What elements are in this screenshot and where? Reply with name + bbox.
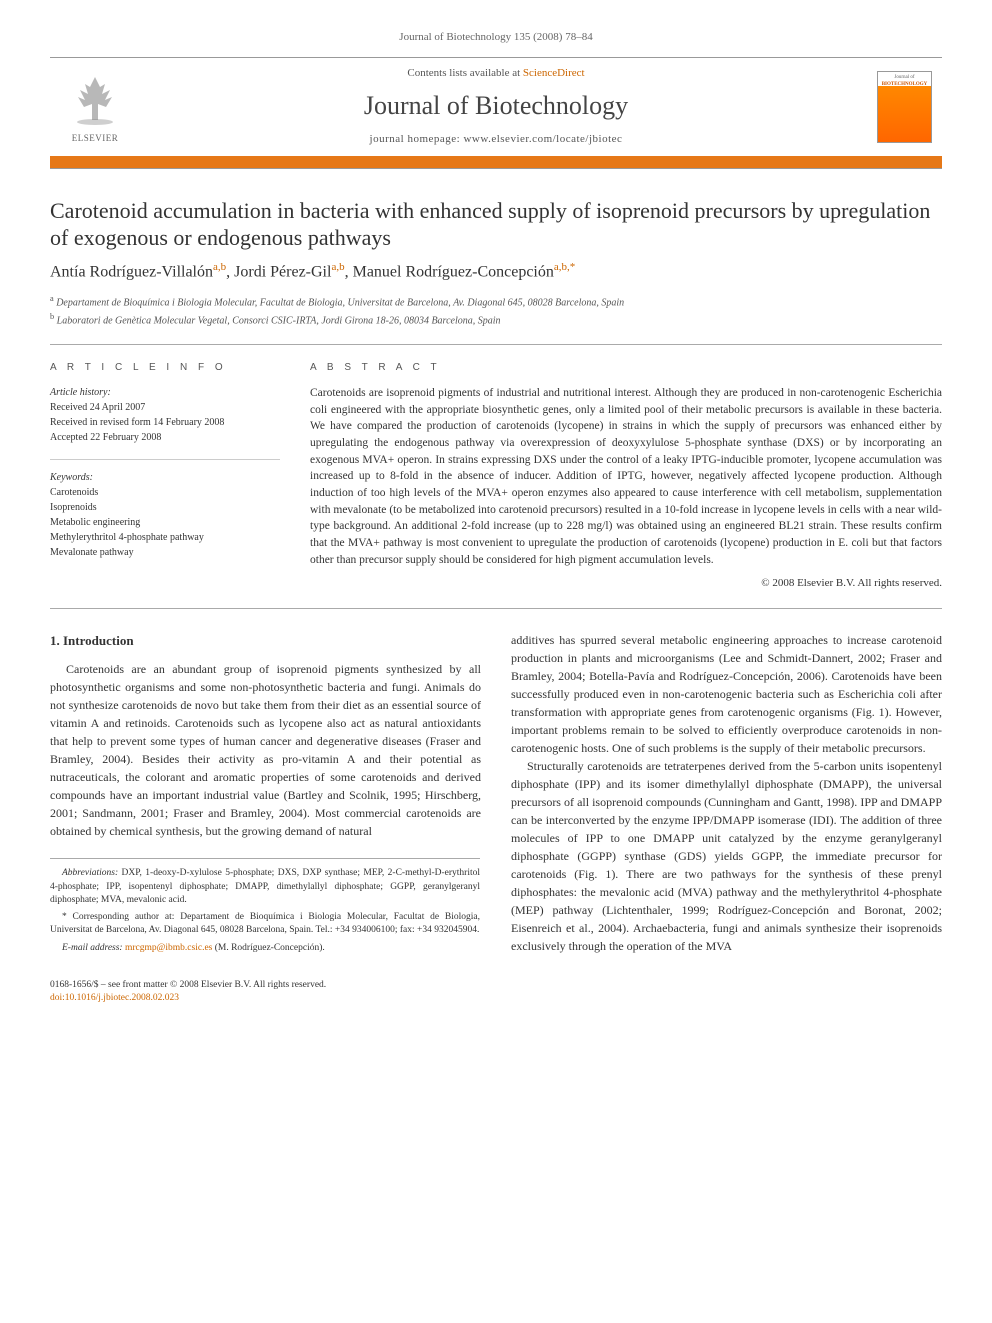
contents-label: Contents lists available at — [407, 67, 520, 79]
history-label: Article history: — [50, 385, 280, 400]
author-3-name: Manuel Rodríguez-Concepción — [353, 263, 554, 280]
abbrev-label: Abbreviations: — [62, 868, 118, 878]
keyword-4: Methylerythritol 4-phosphate pathway — [50, 530, 280, 545]
author-2-name: Jordi Pérez-Gil — [234, 263, 331, 280]
author-list: Antía Rodríguez-Villalóna,b, Jordi Pérez… — [50, 260, 942, 284]
journal-cover-thumbnail: Journal of BIOTECHNOLOGY — [877, 71, 932, 143]
homepage-label: journal homepage: — [370, 133, 461, 145]
journal-homepage-line: journal homepage: www.elsevier.com/locat… — [130, 132, 862, 147]
journal-name: Journal of Biotechnology — [130, 88, 862, 124]
footer-meta: 0168-1656/$ – see front matter © 2008 El… — [50, 979, 942, 1006]
abstract-header: A B S T R A C T — [310, 361, 942, 375]
section-heading-1: 1. Introduction — [50, 631, 481, 651]
body-columns: 1. Introduction Carotenoids are an abund… — [50, 631, 942, 959]
abstract-column: A B S T R A C T Carotenoids are isopreno… — [310, 361, 942, 592]
keyword-1: Carotenoids — [50, 485, 280, 500]
elsevier-tree-icon — [68, 70, 123, 130]
author-3-affil: a,b,* — [554, 261, 575, 273]
publisher-name: ELSEVIER — [72, 132, 119, 145]
article-info-column: A R T I C L E I N F O Article history: R… — [50, 361, 280, 592]
affiliations: a Departament de Bioquímica i Biologia M… — [50, 293, 942, 328]
right-column: additives has spurred several metabolic … — [511, 631, 942, 959]
divider-bottom — [50, 608, 942, 609]
corr-email[interactable]: mrcgmp@ibmb.csic.es — [125, 943, 212, 953]
right-para-2: Structurally carotenoids are tetraterpen… — [511, 757, 942, 955]
affil-a: Departament de Bioquímica i Biologia Mol… — [56, 298, 624, 309]
keyword-5: Mevalonate pathway — [50, 545, 280, 560]
keyword-3: Metabolic engineering — [50, 515, 280, 530]
revised-date: Received in revised form 14 February 200… — [50, 415, 280, 430]
email-suffix: (M. Rodríguez-Concepción). — [215, 943, 325, 953]
corr-label: * Corresponding author at: — [62, 912, 174, 922]
author-1-affil: a,b — [213, 261, 226, 273]
info-divider — [50, 459, 280, 460]
keyword-2: Isoprenoids — [50, 500, 280, 515]
running-header: Journal of Biotechnology 135 (2008) 78–8… — [50, 30, 942, 45]
divider-top — [50, 344, 942, 345]
accent-bar — [50, 156, 942, 168]
author-1-name: Antía Rodríguez-Villalón — [50, 263, 213, 280]
cover-title: BIOTECHNOLOGY — [882, 81, 928, 88]
abstract-text: Carotenoids are isoprenoid pigments of i… — [310, 385, 942, 568]
publisher-block: ELSEVIER — [60, 70, 130, 145]
intro-para-1: Carotenoids are an abundant group of iso… — [50, 660, 481, 840]
article-title: Carotenoid accumulation in bacteria with… — [50, 197, 942, 252]
abstract-copyright: © 2008 Elsevier B.V. All rights reserved… — [310, 576, 942, 591]
contents-available-line: Contents lists available at ScienceDirec… — [130, 66, 862, 81]
email-label: E-mail address: — [62, 943, 123, 953]
homepage-url[interactable]: www.elsevier.com/locate/jbiotec — [463, 133, 622, 145]
author-2-affil: a,b — [331, 261, 344, 273]
received-date: Received 24 April 2007 — [50, 400, 280, 415]
affil-b: Laboratori de Genètica Molecular Vegetal… — [57, 315, 501, 326]
front-matter-line: 0168-1656/$ – see front matter © 2008 El… — [50, 979, 942, 992]
article-info-header: A R T I C L E I N F O — [50, 361, 280, 375]
right-para-1: additives has spurred several metabolic … — [511, 631, 942, 757]
keywords-label: Keywords: — [50, 470, 280, 485]
left-column: 1. Introduction Carotenoids are an abund… — [50, 631, 481, 959]
masthead: ELSEVIER Contents lists available at Sci… — [50, 57, 942, 168]
sciencedirect-link[interactable]: ScienceDirect — [523, 67, 585, 79]
doi-link[interactable]: doi:10.1016/j.jbiotec.2008.02.023 — [50, 992, 942, 1005]
footnotes-block: Abbreviations: DXP, 1-deoxy-D-xylulose 5… — [50, 858, 480, 955]
accepted-date: Accepted 22 February 2008 — [50, 430, 280, 445]
